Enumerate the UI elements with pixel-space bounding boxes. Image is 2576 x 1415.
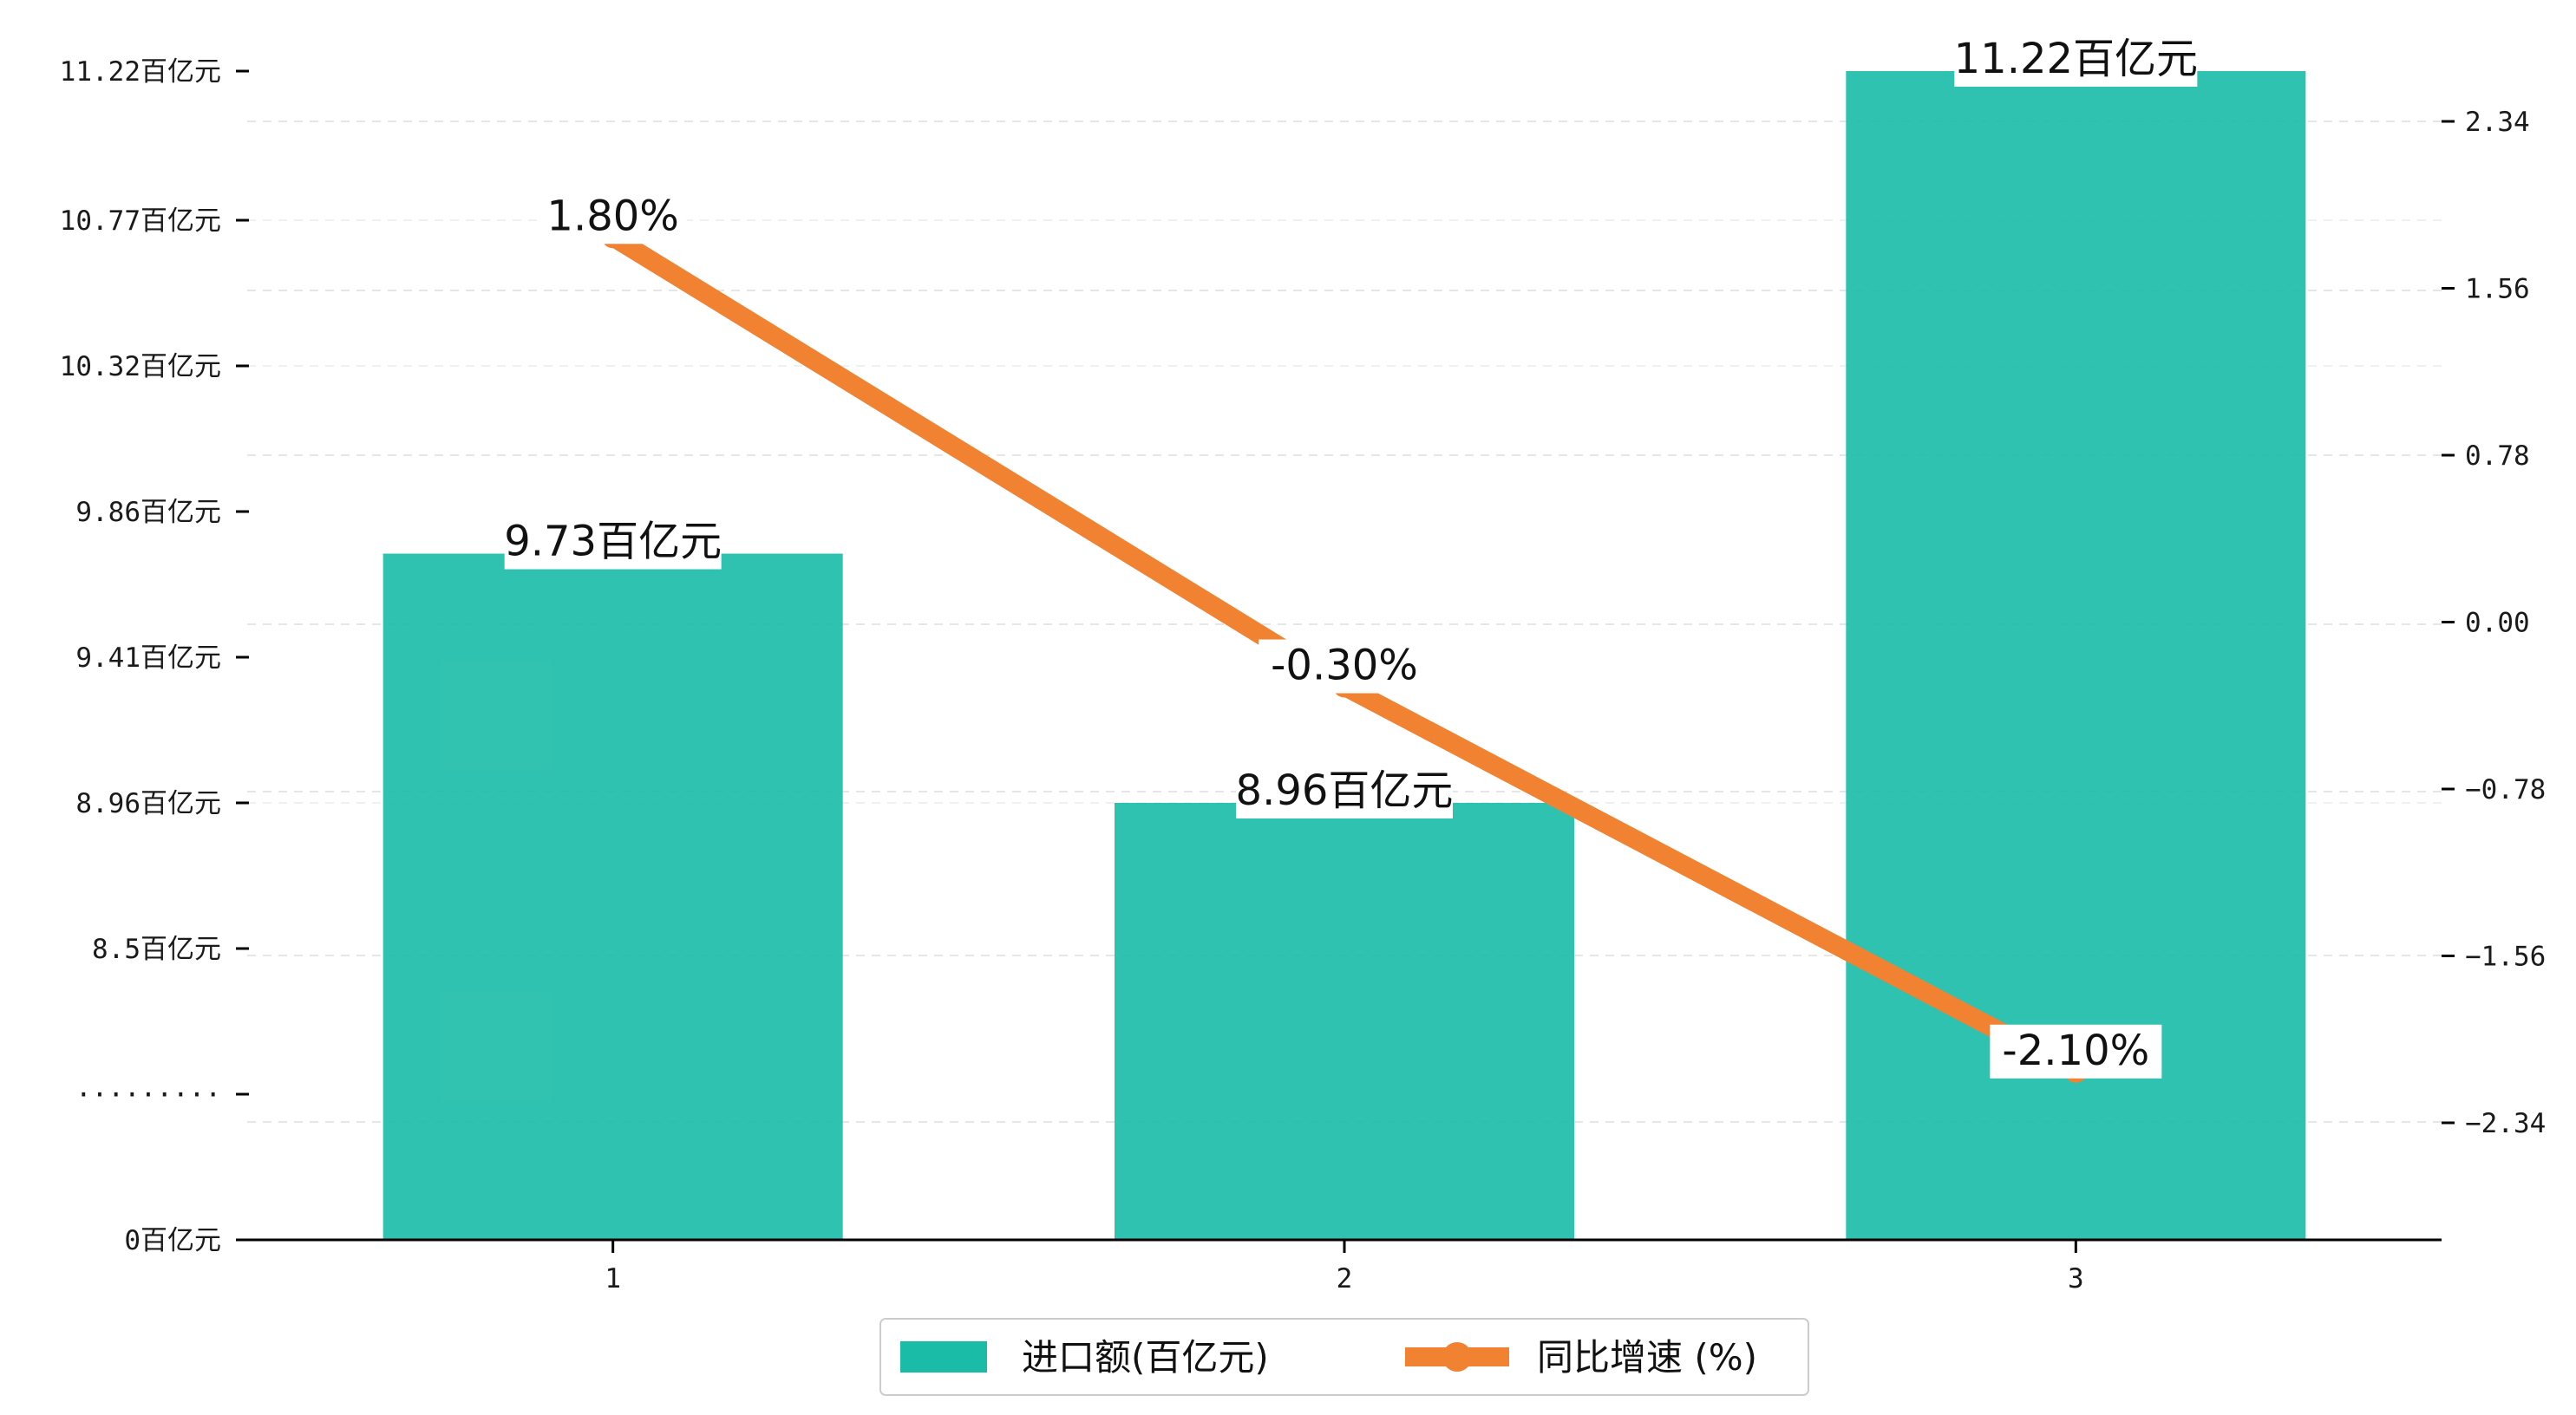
legend-bar-label: 进口额(百亿元): [1022, 1336, 1269, 1379]
legend: 进口额(百亿元) 同比增速 (%): [879, 1318, 1809, 1396]
right-tick-label: −0.78: [2465, 774, 2546, 805]
bar-value-label: 8.96百亿元: [1236, 766, 1454, 815]
x-tick-label: 1: [605, 1263, 621, 1294]
bar-label-bg: [504, 520, 722, 570]
right-tick-label: 1.56: [2465, 274, 2530, 305]
bar-value-label: 11.22百亿元: [1954, 35, 2198, 83]
bar-value-label: 9.73百亿元: [504, 518, 722, 566]
legend-line-label: 同比增速 (%): [1537, 1336, 1757, 1379]
bar: [382, 553, 843, 1240]
growth-value-label: -2.10%: [2002, 1027, 2149, 1075]
line-labels-layer: 1.80% -0.30% -2.10%: [539, 190, 2162, 1079]
legend-bar-swatch: [900, 1341, 987, 1373]
line-label-bg: [1259, 639, 1430, 694]
right-tick-label: −1.56: [2465, 942, 2546, 973]
legend-line-marker: [1442, 1342, 1472, 1372]
left-tick-label: 10.77百亿元: [60, 205, 221, 237]
bar-label-bg: [1236, 770, 1453, 818]
legend-box: [879, 1318, 1809, 1396]
bar-labels-layer: 9.73百亿元 8.96百亿元 11.22百亿元: [504, 35, 2198, 818]
right-axis: −2.34 −1.56 −0.78 0.00 0.78 1.56 2.34: [2442, 107, 2546, 1139]
left-tick-label: 9.41百亿元: [75, 642, 221, 674]
left-tick-label: 11.22百亿元: [60, 56, 221, 88]
left-tick-label: 0百亿元: [124, 1225, 221, 1256]
left-tick-label: 8.96百亿元: [75, 788, 221, 819]
left-axis: 0百亿元 ········· 8.5百亿元 8.96百亿元 9.41百亿元 9.86百亿元…: [60, 56, 249, 1256]
right-tick-label: −2.34: [2465, 1108, 2546, 1139]
growth-value-label: 1.80%: [546, 192, 678, 240]
line-label-bg: [1990, 1024, 2162, 1079]
right-tick-label: 0.00: [2465, 608, 2530, 639]
x-axis: 1 2 3: [605, 1240, 2084, 1294]
growth-value-label: -0.30%: [1271, 642, 1418, 690]
x-tick-label: 3: [2068, 1263, 2084, 1294]
right-tick-label: 2.34: [2465, 107, 2530, 138]
right-tick-label: 0.78: [2465, 440, 2530, 472]
left-tick-label: 8.5百亿元: [92, 934, 221, 965]
left-tick-label: 9.86百亿元: [75, 497, 221, 528]
bars-layer: [382, 71, 2306, 1240]
line-label-bg: [539, 190, 687, 245]
left-tick-label: 10.32百亿元: [60, 351, 221, 382]
x-tick-label: 2: [1337, 1263, 1353, 1294]
left-tick-label: ·········: [75, 1079, 221, 1111]
bar-label-bg: [1954, 38, 2198, 87]
bar: [1115, 803, 1574, 1240]
